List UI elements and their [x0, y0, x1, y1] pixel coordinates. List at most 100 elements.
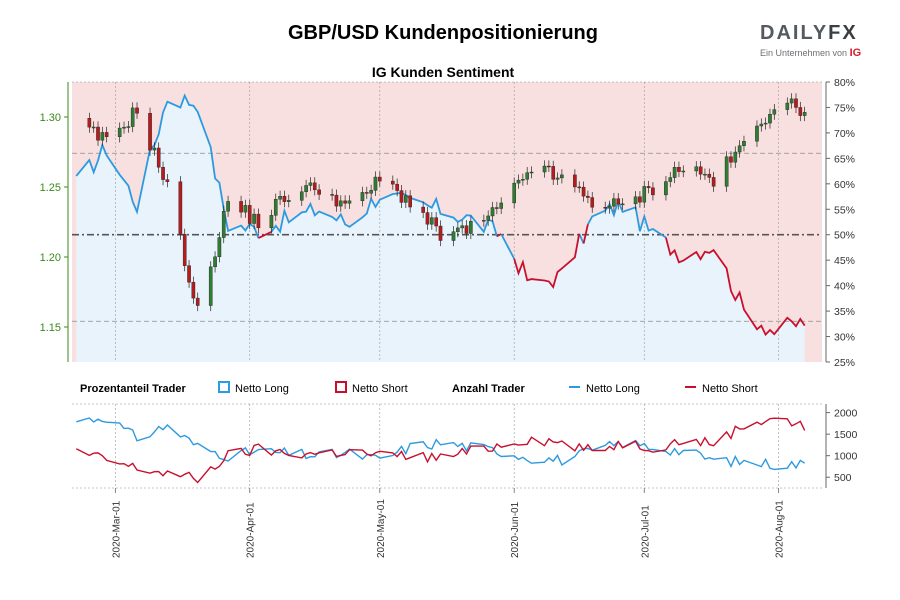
candle-body: [247, 205, 252, 224]
candle-body: [360, 192, 365, 202]
candle-body: [642, 186, 647, 203]
logo-tagline-text: Ein Unternehmen von: [760, 48, 848, 58]
candle-body: [590, 197, 595, 208]
logo-brand-fx: FX: [828, 22, 858, 44]
candle-body: [312, 182, 317, 191]
candle-body: [269, 215, 274, 229]
net-long-share-line: [500, 233, 515, 260]
net-short-share-line: [665, 237, 806, 337]
candle-body: [542, 165, 547, 173]
candle-body: [135, 107, 139, 114]
logo-brand: DAILYFX: [760, 22, 870, 45]
net-long-share-line: [270, 191, 498, 237]
candle-body: [304, 185, 308, 193]
candle-body: [495, 207, 499, 209]
left-tick-label: 1.20: [40, 252, 61, 264]
legend-pct-long-swatch: [218, 381, 230, 393]
candle-body: [165, 179, 170, 182]
x-tick-label: 2020-Jul-01: [640, 505, 651, 558]
candle-body: [763, 122, 768, 125]
candle-body: [755, 125, 759, 142]
x-tick-label: 2020-May-01: [376, 499, 387, 558]
legend-pct-short: Netto Short: [352, 383, 408, 395]
candle-body: [729, 156, 733, 163]
candle-body: [226, 201, 230, 212]
candle-body: [672, 167, 677, 178]
trader-count-panel: 500 1000 1500 2000: [72, 403, 858, 489]
legend-pct-label: Prozentanteil Trader: [80, 383, 186, 395]
candle-body: [464, 225, 469, 234]
candle-body: [256, 213, 261, 229]
candle-body: [87, 118, 92, 128]
candle-body: [794, 98, 798, 108]
candle-body: [330, 194, 334, 196]
candle-body: [100, 132, 105, 141]
candle-body: [581, 186, 586, 197]
candle-body: [213, 256, 217, 268]
candle-body: [577, 186, 582, 189]
candle-body: [91, 126, 96, 129]
candle-body: [529, 171, 534, 174]
candle-body: [785, 102, 790, 110]
candle-body: [560, 174, 564, 179]
candle-body: [573, 174, 577, 188]
candle-body: [252, 213, 256, 224]
left-tick-label: 1.25: [40, 182, 61, 194]
chart-legend: Prozentanteil Trader Netto Long Netto Sh…: [80, 381, 758, 395]
legend-count-long: Netto Long: [586, 383, 640, 395]
candle-body: [798, 107, 803, 116]
chart-subtitle: IG Kunden Sentiment: [371, 64, 515, 80]
candle-body: [664, 181, 668, 196]
candle-body: [668, 177, 673, 182]
right-tick-label: 35%: [834, 306, 855, 318]
candle-body: [456, 227, 460, 232]
right-tick-label: 75%: [834, 102, 855, 114]
candle-body: [338, 200, 343, 207]
candle-body: [364, 192, 369, 194]
candle-body: [408, 195, 412, 208]
candle-body: [521, 179, 525, 181]
legend-pct-long: Netto Long: [235, 383, 289, 395]
candle-body: [334, 194, 339, 207]
candle-body: [148, 113, 152, 151]
candle-body: [759, 123, 764, 127]
net-short-share-line: [258, 231, 272, 239]
net-short-count-line: [75, 417, 806, 484]
candle-body: [117, 127, 122, 137]
right-tick-label: 70%: [834, 128, 855, 140]
logo-tagline: Ein Unternehmen von IG: [760, 47, 870, 59]
right-tick-label: 40%: [834, 281, 855, 293]
candle-body: [451, 231, 456, 241]
candle-body: [278, 196, 282, 200]
candle-body: [161, 167, 165, 180]
left-tick-label: 1.30: [40, 112, 61, 124]
candle-body: [681, 170, 686, 173]
date-axis: 2020-Mar-01 2020-Apr-01 2020-May-01 2020-Ju…: [111, 488, 786, 558]
candle-body: [378, 176, 382, 182]
candle-body: [391, 180, 395, 185]
candle-body: [490, 207, 495, 217]
candle-body: [512, 182, 516, 204]
candle-body: [182, 234, 187, 266]
candle-body: [239, 201, 243, 213]
candle-body: [499, 202, 503, 209]
candle-body: [178, 181, 183, 235]
candle-body: [711, 177, 716, 187]
candle-body: [373, 176, 378, 191]
candle-body: [516, 179, 521, 184]
right-tick-label: 25%: [834, 357, 855, 369]
candle-body: [698, 166, 703, 175]
count-tick-label: 2000: [834, 408, 858, 420]
candle-body: [525, 172, 530, 180]
candle-body: [677, 167, 681, 172]
candle-body: [555, 177, 560, 180]
ig-logo-mark: IG: [849, 47, 862, 59]
candle-body: [434, 217, 438, 227]
legend-count-label: Anzahl Trader: [452, 383, 525, 395]
candle-body: [195, 297, 200, 306]
candle-body: [460, 225, 464, 229]
candle-body: [586, 195, 590, 198]
right-tick-label: 50%: [834, 230, 855, 242]
count-tick-label: 1500: [834, 429, 858, 441]
